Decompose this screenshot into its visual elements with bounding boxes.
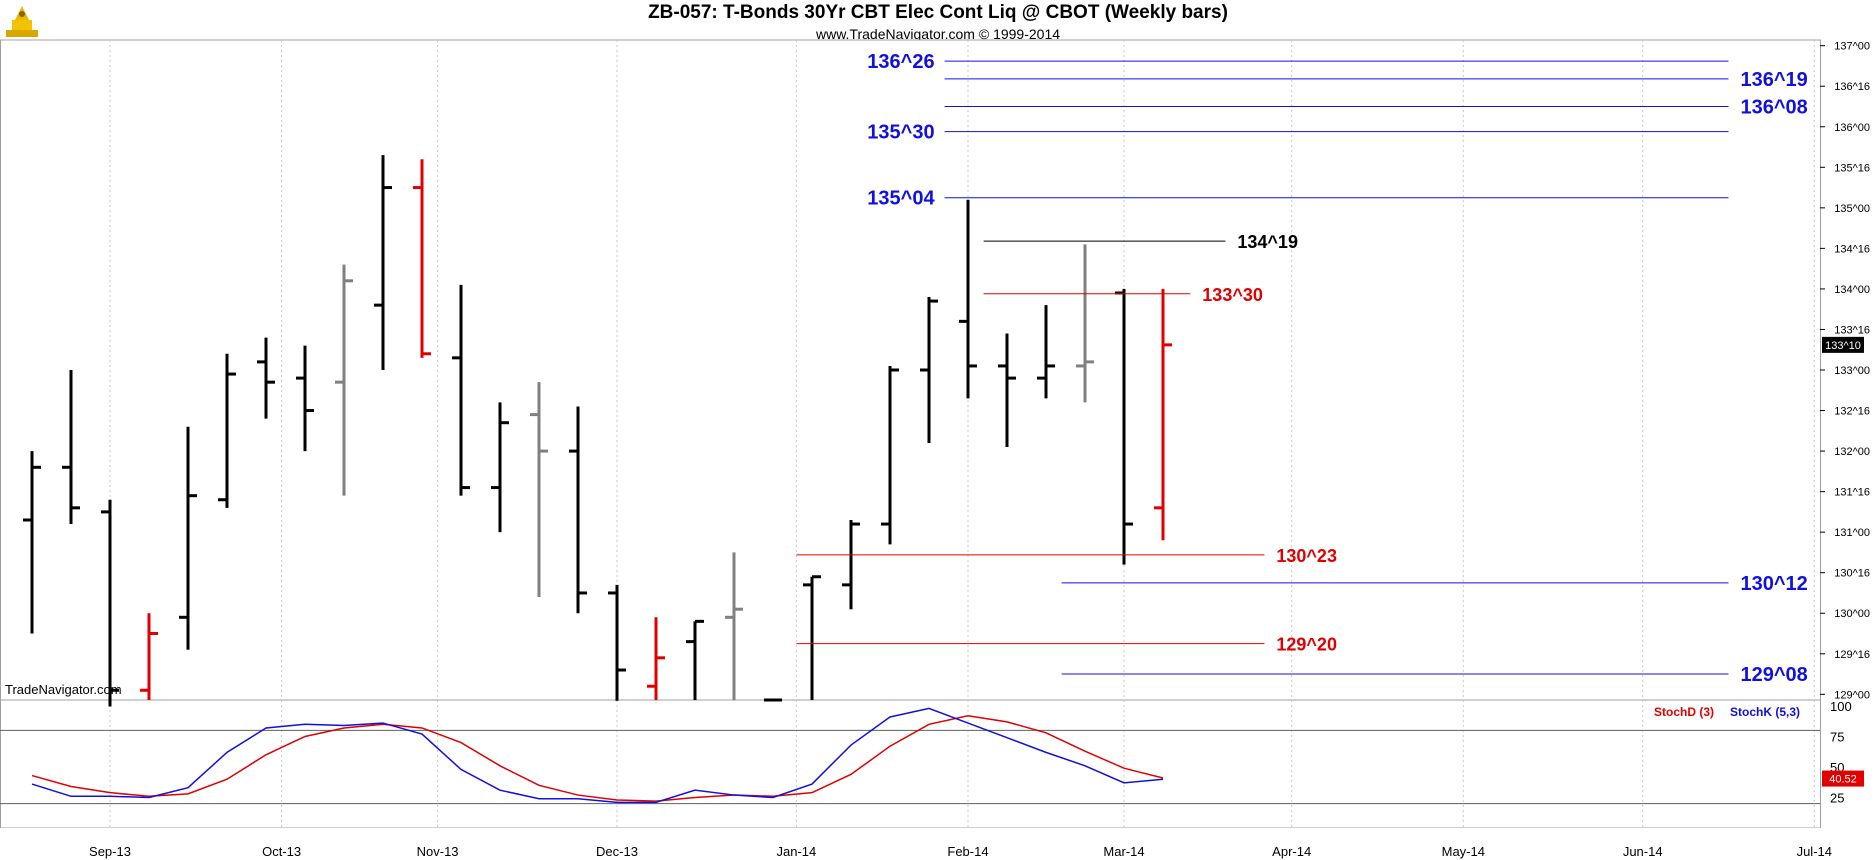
level-label: 133^30 [1202, 285, 1263, 305]
time-axis-label: Dec-13 [596, 844, 638, 859]
level-label: 136^26 [867, 51, 934, 73]
watermark-label: TradeNavigator.com [5, 682, 122, 697]
time-axis-label: Apr-14 [1272, 844, 1311, 859]
price-axis-label: 129^00 [1834, 689, 1870, 701]
price-axis-label: 134^00 [1834, 284, 1870, 296]
time-axis-label: Feb-14 [947, 844, 988, 859]
time-axis-label: Jan-14 [777, 844, 817, 859]
time-axis-label: May-14 [1442, 844, 1485, 859]
last-price-label: 133^10 [1825, 340, 1861, 352]
level-label: 130^23 [1276, 546, 1337, 566]
price-axis-label: 129^16 [1834, 649, 1870, 661]
price-axis-label: 130^16 [1834, 568, 1870, 580]
stoch-d-line [31, 714, 1164, 802]
stoch-legend-entry: StochK (5,3) [1730, 705, 1800, 719]
price-axis-label: 136^00 [1834, 122, 1870, 134]
stoch-axis-label: 75 [1830, 730, 1844, 745]
level-label: 135^04 [867, 188, 935, 210]
chart-subtitle: www.TradeNavigator.com © 1999-2014 [815, 26, 1061, 42]
time-axis-label: Jun-14 [1623, 844, 1663, 859]
level-label: 136^19 [1741, 69, 1808, 91]
price-axis-label: 132^16 [1834, 406, 1870, 418]
time-axis-label: Nov-13 [417, 844, 459, 859]
price-axis-label: 135^00 [1834, 203, 1870, 215]
trade-navigator-logo-icon [6, 6, 38, 37]
level-label: 130^12 [1741, 573, 1808, 595]
stochastic-pane [0, 699, 1821, 829]
last-price-marker [1822, 336, 1864, 353]
level-label: 134^19 [1237, 232, 1298, 252]
price-axis-label: 132^00 [1834, 446, 1870, 458]
level-label: 129^08 [1741, 664, 1808, 686]
stoch-axis-label: 100 [1830, 699, 1852, 714]
price-axis-label: 134^16 [1834, 243, 1870, 255]
time-axis-label: Jul-14 [1797, 844, 1832, 859]
level-label: 129^20 [1276, 635, 1337, 655]
chart-title: ZB-057: T-Bonds 30Yr CBT Elec Cont Liq @… [648, 2, 1228, 23]
level-label: 135^30 [867, 122, 934, 144]
price-axis-label: 130^00 [1834, 608, 1870, 620]
stoch-k-line [31, 707, 1164, 804]
time-axis-label: Mar-14 [1103, 844, 1144, 859]
stoch-last-value-marker [1822, 770, 1864, 787]
price-axis-label: 133^00 [1834, 365, 1870, 377]
stoch-axis-label: 25 [1830, 791, 1844, 806]
time-axis-band [0, 828, 1876, 860]
level-label: 136^08 [1741, 96, 1808, 118]
price-axis-label: 137^00 [1834, 41, 1870, 53]
price-axis-label: 135^16 [1834, 162, 1870, 174]
time-axis-label: Sep-13 [89, 844, 131, 859]
price-axis-label: 136^16 [1834, 81, 1870, 93]
stoch-legend-entry: StochD (3) [1654, 705, 1714, 719]
time-axis-label: Oct-13 [262, 844, 301, 859]
price-axis-label: 133^16 [1834, 324, 1870, 336]
stoch-last-value-label: 40.52 [1829, 774, 1857, 786]
price-axis-label: 131^00 [1834, 527, 1870, 539]
price-axis-label: 131^16 [1834, 487, 1870, 499]
